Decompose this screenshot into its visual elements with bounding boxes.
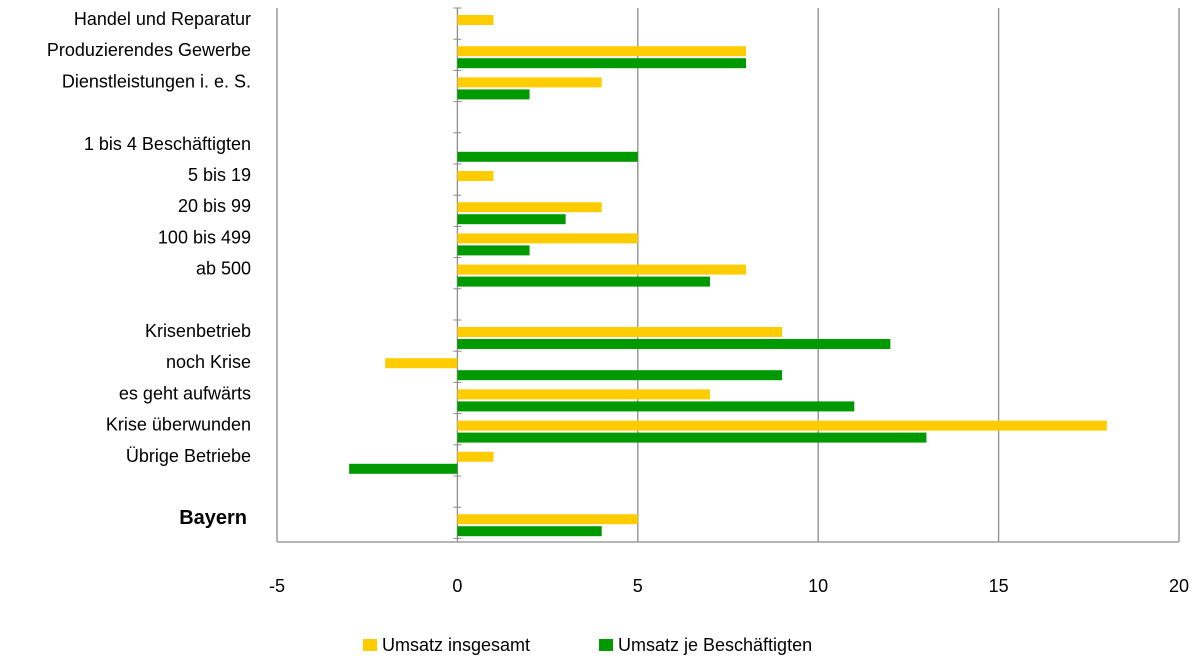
bar-umsatz-insgesamt	[457, 389, 710, 400]
bar-umsatz-insgesamt	[457, 327, 783, 337]
bar-umsatz-je-beschaeftigten	[457, 89, 530, 100]
bar-umsatz-insgesamt	[457, 15, 494, 25]
bar-umsatz-je-beschaeftigten	[457, 151, 638, 162]
category-label: Handel und Reparatur	[74, 9, 251, 29]
bar-umsatz-je-beschaeftigten	[457, 214, 566, 225]
bar-umsatz-je-beschaeftigten	[457, 245, 530, 256]
category-label: 20 bis 99	[178, 196, 251, 216]
bar-umsatz-insgesamt	[457, 451, 494, 462]
bar-umsatz-insgesamt	[457, 202, 602, 213]
bar-umsatz-insgesamt	[457, 514, 638, 525]
x-tick-label: 10	[808, 576, 828, 596]
category-label: 100 bis 499	[158, 227, 251, 247]
bar-umsatz-je-beschaeftigten	[457, 58, 747, 69]
bar-umsatz-je-beschaeftigten	[457, 339, 891, 349]
category-label: Krisenbetrieb	[145, 321, 251, 341]
bar-umsatz-je-beschaeftigten	[457, 432, 927, 443]
category-label: 5 bis 19	[188, 165, 251, 185]
category-label: Bayern	[179, 507, 247, 529]
bar-umsatz-je-beschaeftigten	[457, 276, 710, 287]
legend-umsatz-je-beschaeftigten-label: Umsatz je Beschäftigten	[618, 635, 812, 655]
category-label: es geht aufwärts	[119, 383, 251, 403]
bar-umsatz-insgesamt	[457, 233, 638, 244]
legend-umsatz-insgesamt-swatch	[363, 639, 377, 651]
bar-umsatz-je-beschaeftigten	[457, 526, 602, 537]
x-tick-label: 20	[1169, 576, 1189, 596]
bar-umsatz-insgesamt	[457, 171, 494, 181]
category-label: Produzierendes Gewerbe	[47, 40, 251, 60]
legend-umsatz-je-beschaeftigten-swatch	[599, 639, 613, 651]
category-label: Dienstleistungen i. e. S.	[62, 71, 251, 91]
bar-umsatz-insgesamt	[457, 264, 747, 275]
x-tick-label: 5	[633, 576, 643, 596]
bar-umsatz-je-beschaeftigten	[457, 401, 855, 412]
category-label: Krise überwunden	[106, 415, 251, 435]
legend-umsatz-insgesamt-label: Umsatz insgesamt	[382, 635, 530, 655]
bar-umsatz-insgesamt	[457, 46, 747, 57]
bar-umsatz-je-beschaeftigten	[457, 370, 783, 381]
bar-umsatz-insgesamt	[385, 358, 458, 369]
category-label: ab 500	[196, 259, 251, 279]
bar-umsatz-je-beschaeftigten	[349, 463, 458, 474]
x-tick-label: 0	[452, 576, 462, 596]
category-label: 1 bis 4 Beschäftigten	[84, 134, 251, 154]
category-label: Übrige Betriebe	[126, 446, 251, 466]
category-label: noch Krise	[166, 352, 251, 372]
bar-umsatz-insgesamt	[457, 420, 1107, 431]
x-tick-label: 15	[989, 576, 1009, 596]
x-tick-label: -5	[269, 576, 285, 596]
bar-umsatz-insgesamt	[457, 77, 602, 88]
